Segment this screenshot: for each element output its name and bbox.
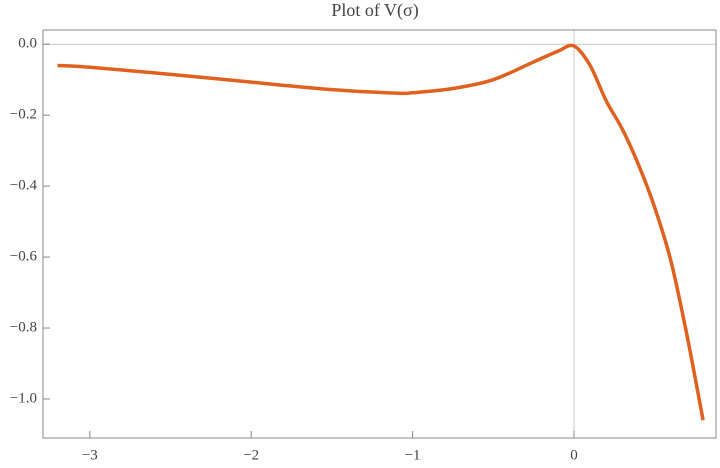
y-tick-label: −0.6 <box>10 248 38 264</box>
y-tick-label: −0.4 <box>10 178 38 194</box>
x-tick-label: −1 <box>405 447 421 463</box>
chart-title: Plot of V(σ) <box>331 0 418 21</box>
y-tick-label: −0.2 <box>10 107 37 123</box>
y-tick-label: −0.8 <box>10 319 37 335</box>
curve <box>57 43 705 421</box>
y-tick-label: 0.0 <box>18 36 37 52</box>
x-tick-label: 0 <box>570 447 578 463</box>
frame <box>42 29 717 439</box>
x-tick-label: −2 <box>243 447 259 463</box>
y-tick-label: −1.0 <box>10 390 37 406</box>
x-tick-label: −3 <box>82 447 98 463</box>
